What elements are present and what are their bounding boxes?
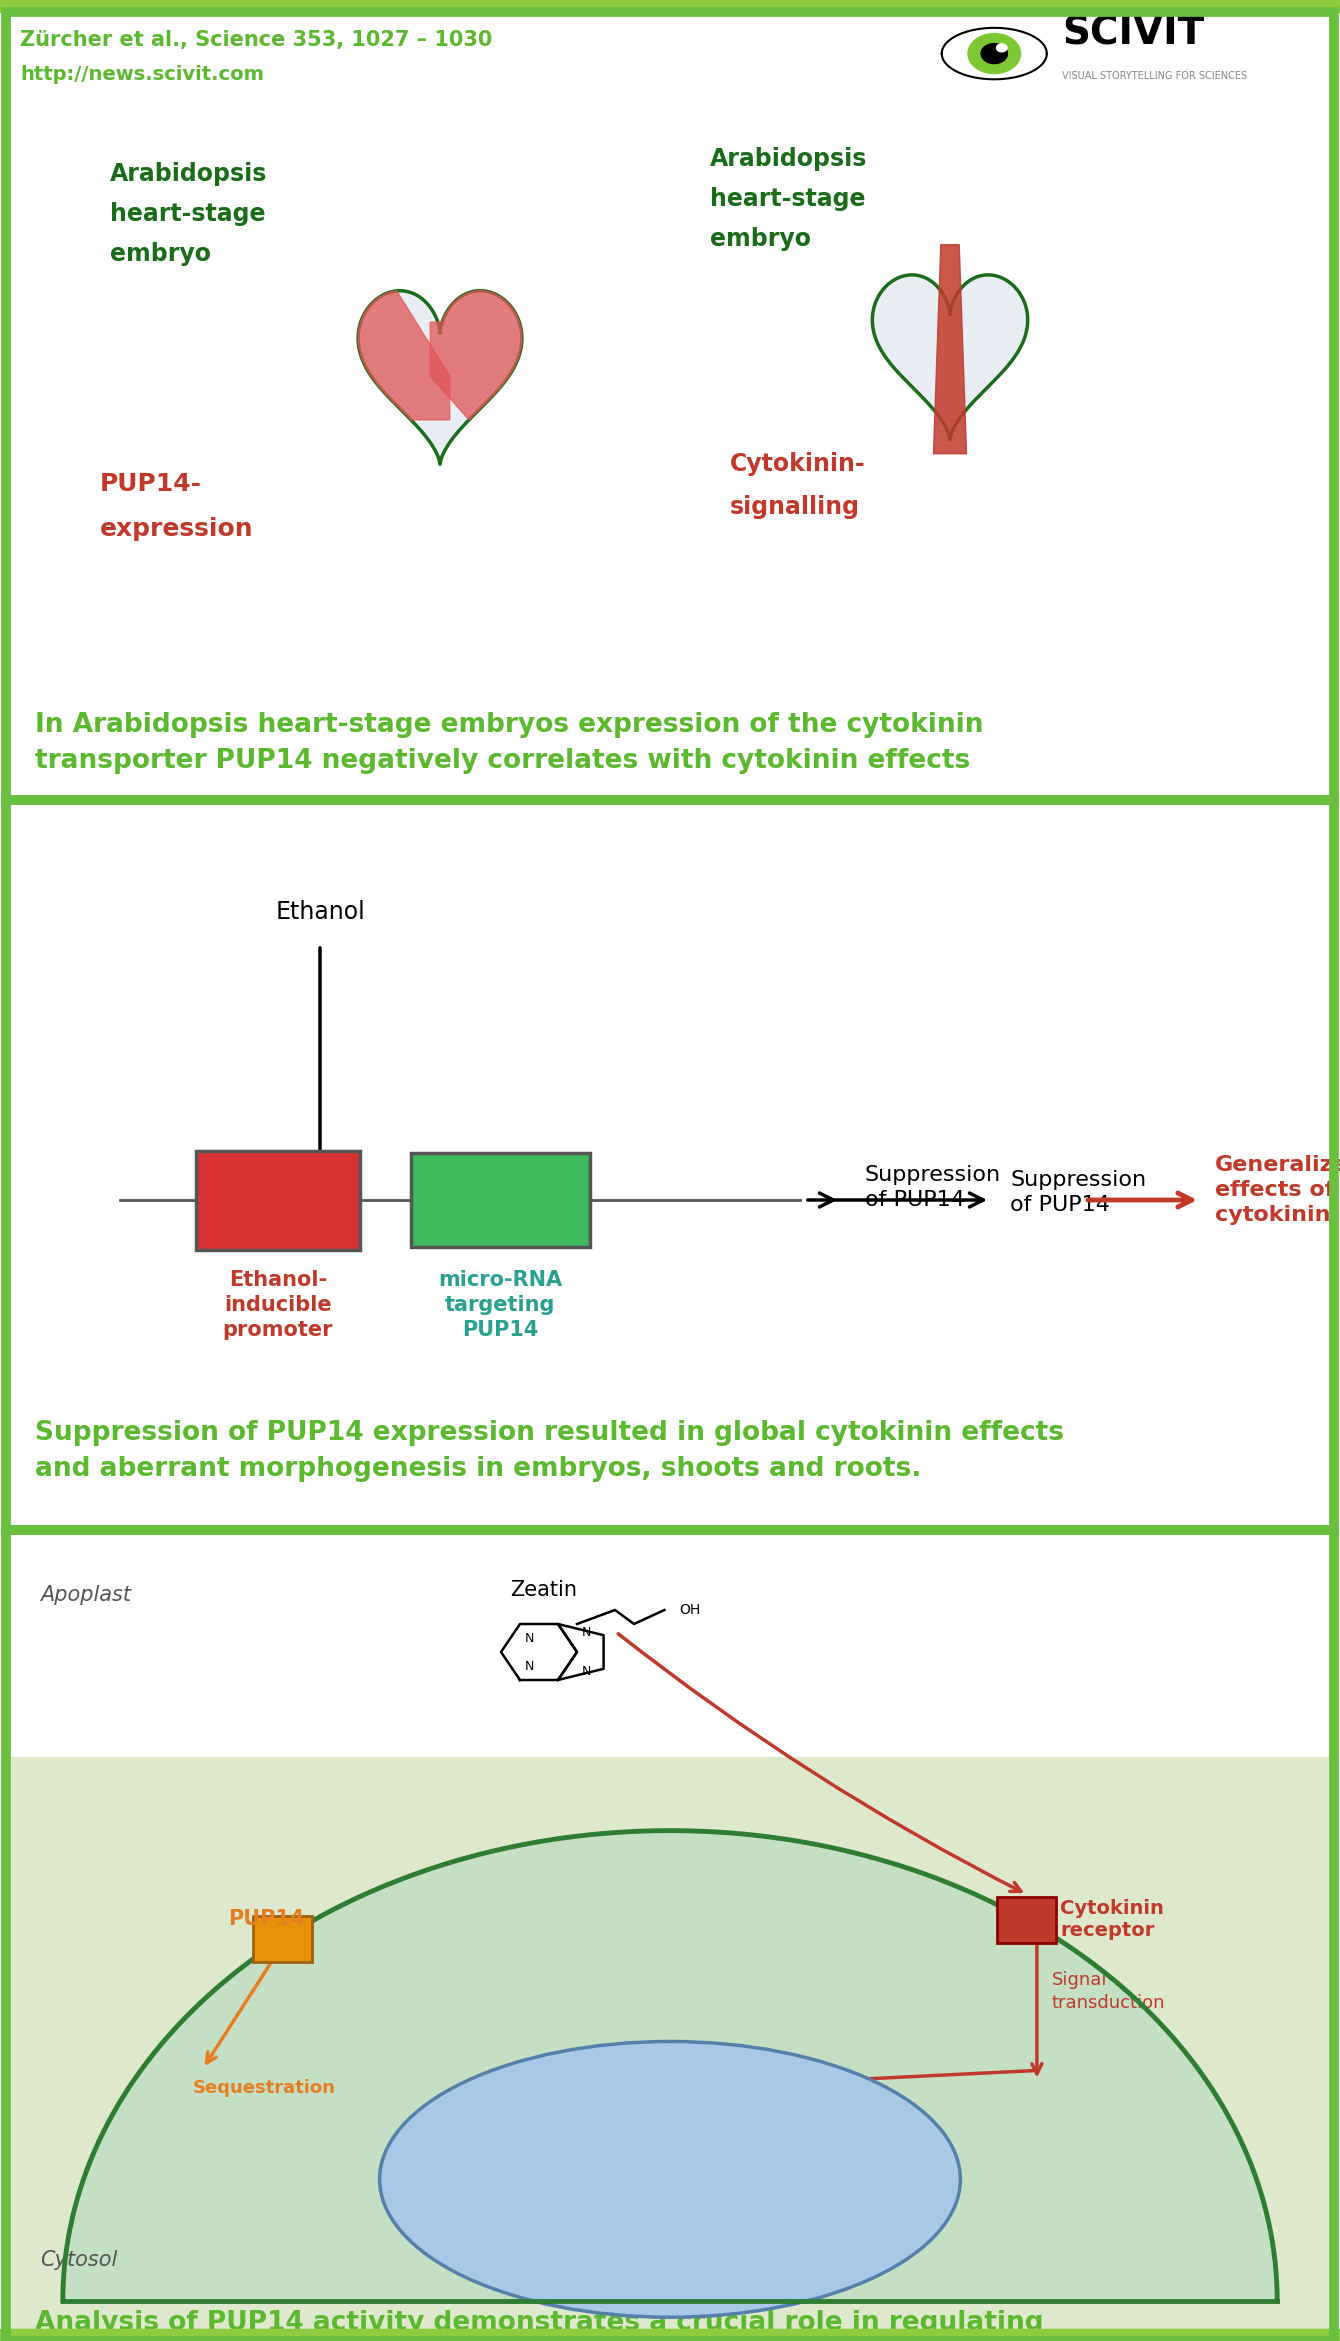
Text: Generalized
effects of
cytokinin: Generalized effects of cytokinin <box>1215 1154 1340 1224</box>
Text: http://news.scivit.com: http://news.scivit.com <box>20 66 264 84</box>
Text: Zürcher et al., Science 353, 1027 – 1030: Zürcher et al., Science 353, 1027 – 1030 <box>20 30 493 49</box>
Text: Ethanol: Ethanol <box>275 899 364 925</box>
Polygon shape <box>358 290 521 464</box>
Text: heart-stage: heart-stage <box>710 187 866 211</box>
Polygon shape <box>63 1831 1277 2301</box>
FancyBboxPatch shape <box>410 1154 590 1248</box>
Text: Nucleus: Nucleus <box>631 2156 709 2175</box>
Text: Analysis of PUP14 activity demonstrates a crucial role in regulating
apoplastic : Analysis of PUP14 activity demonstrates … <box>35 2311 1116 2341</box>
Text: N: N <box>525 1660 535 1671</box>
Polygon shape <box>872 274 1028 440</box>
Text: expression: expression <box>100 517 253 541</box>
Polygon shape <box>358 290 450 419</box>
Text: Suppression
of PUP14: Suppression of PUP14 <box>866 1166 1001 1210</box>
Text: VISUAL STORYTELLING FOR SCIENCES: VISUAL STORYTELLING FOR SCIENCES <box>1061 73 1248 82</box>
FancyBboxPatch shape <box>9 1758 1331 2341</box>
Text: Arabidopsis: Arabidopsis <box>110 162 268 185</box>
Text: Cytosol: Cytosol <box>40 2250 118 2271</box>
Text: Changes in
transcription: Changes in transcription <box>612 2172 728 2212</box>
Text: embryo: embryo <box>710 227 811 250</box>
Polygon shape <box>942 28 1047 80</box>
Text: N: N <box>582 1664 591 1678</box>
FancyBboxPatch shape <box>997 1899 1056 1943</box>
Text: OH: OH <box>679 1604 701 1618</box>
Text: Signal
transduction: Signal transduction <box>1052 1971 1166 2011</box>
Text: PUP14: PUP14 <box>228 1910 304 1929</box>
Text: Zeatin: Zeatin <box>511 1580 578 1599</box>
Text: Cytokinin-: Cytokinin- <box>730 452 866 475</box>
Text: Apoplast: Apoplast <box>40 1585 131 1606</box>
Text: In Arabidopsis heart-stage embryos expression of the cytokinin
transporter PUP14: In Arabidopsis heart-stage embryos expre… <box>35 712 984 775</box>
Text: N: N <box>525 1632 535 1643</box>
Text: Sequestration: Sequestration <box>193 2079 336 2098</box>
Text: Cytokinin
receptor: Cytokinin receptor <box>1060 1899 1163 1941</box>
Text: Suppression of PUP14 expression resulted in global cytokinin effects
and aberran: Suppression of PUP14 expression resulted… <box>35 1421 1064 1482</box>
Circle shape <box>997 44 1008 52</box>
Text: micro-RNA
targeting
PUP14: micro-RNA targeting PUP14 <box>438 1271 561 1339</box>
Text: N: N <box>582 1627 591 1639</box>
Text: heart-stage: heart-stage <box>110 201 265 227</box>
Text: embryo: embryo <box>110 241 210 267</box>
FancyBboxPatch shape <box>253 1915 312 1962</box>
Polygon shape <box>934 246 966 454</box>
Text: Suppression
of PUP14: Suppression of PUP14 <box>1010 1170 1146 1215</box>
Ellipse shape <box>379 2041 961 2318</box>
Text: Ethanol-
inducible
promoter: Ethanol- inducible promoter <box>222 1271 334 1339</box>
Text: PUP14-: PUP14- <box>100 473 202 496</box>
Circle shape <box>967 33 1021 73</box>
Text: Arabidopsis: Arabidopsis <box>710 147 867 171</box>
Text: SCIVIT: SCIVIT <box>1061 14 1205 52</box>
Text: signalling: signalling <box>730 494 860 520</box>
FancyBboxPatch shape <box>196 1149 360 1250</box>
Polygon shape <box>430 290 521 419</box>
Circle shape <box>981 44 1008 63</box>
